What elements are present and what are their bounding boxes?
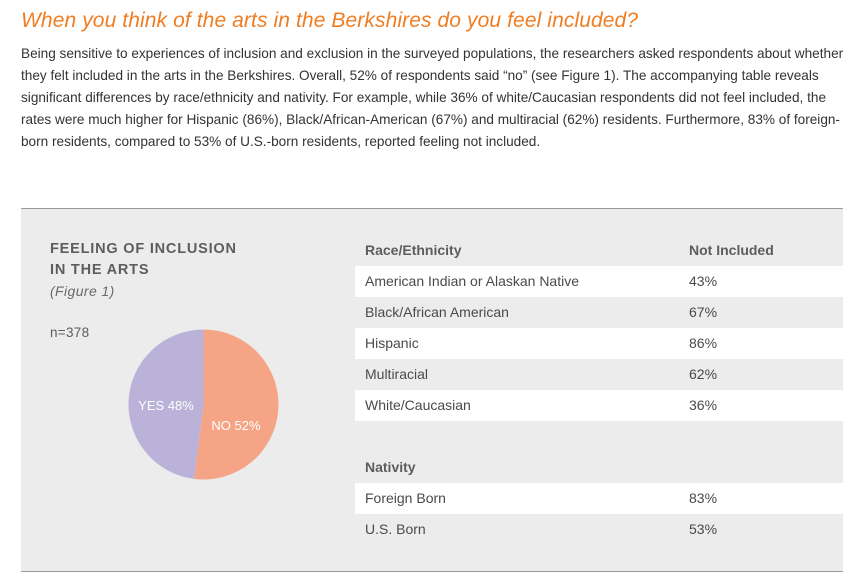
row-label: Foreign Born [365, 483, 446, 514]
table-row: Hispanic 86% [355, 328, 843, 359]
table-header-nativity: Nativity [355, 452, 843, 483]
table-row: American Indian or Alaskan Native 43% [355, 266, 843, 297]
row-label: Hispanic [365, 328, 419, 359]
nativity-header: Nativity [365, 452, 416, 483]
figure-panel: FEELING OF INCLUSION IN THE ARTS (Figure… [21, 208, 843, 572]
sample-size-label: n=378 [50, 325, 89, 340]
row-label: Black/African American [365, 297, 509, 328]
row-value: 83% [689, 483, 717, 514]
row-label: U.S. Born [365, 514, 426, 545]
intro-paragraph: Being sensitive to experiences of inclus… [21, 43, 851, 153]
table-row: Black/African American 67% [355, 297, 843, 328]
figure-title-line-1: FEELING OF INCLUSION [50, 239, 237, 260]
not-included-table: Race/Ethnicity Not Included American Ind… [355, 235, 843, 545]
row-value: 53% [689, 514, 717, 545]
table-row: Multiracial 62% [355, 359, 843, 390]
row-value: 67% [689, 297, 717, 328]
row-value: 62% [689, 359, 717, 390]
row-label: Multiracial [365, 359, 428, 390]
figure-title-line-2: IN THE ARTS [50, 260, 237, 281]
row-label: White/Caucasian [365, 390, 471, 421]
table-header-race: Race/Ethnicity Not Included [355, 235, 843, 266]
table-row: Foreign Born 83% [355, 483, 843, 514]
row-label: American Indian or Alaskan Native [365, 266, 579, 297]
figure-subtitle: (Figure 1) [50, 283, 115, 299]
pie-label-yes: YES 48% [138, 398, 194, 413]
figure-title: FEELING OF INCLUSION IN THE ARTS [50, 239, 237, 281]
pie-label-no: NO 52% [211, 418, 261, 433]
table-spacer [355, 421, 843, 452]
inclusion-pie-chart: YES 48% NO 52% [126, 327, 281, 482]
race-column-header: Race/Ethnicity [365, 235, 461, 266]
page-heading: When you think of the arts in the Berksh… [21, 9, 638, 33]
table-row: U.S. Born 53% [355, 514, 843, 545]
pie-slice-no [194, 330, 278, 480]
row-value: 36% [689, 390, 717, 421]
value-column-header: Not Included [689, 235, 774, 266]
table-row: White/Caucasian 36% [355, 390, 843, 421]
row-value: 43% [689, 266, 717, 297]
row-value: 86% [689, 328, 717, 359]
